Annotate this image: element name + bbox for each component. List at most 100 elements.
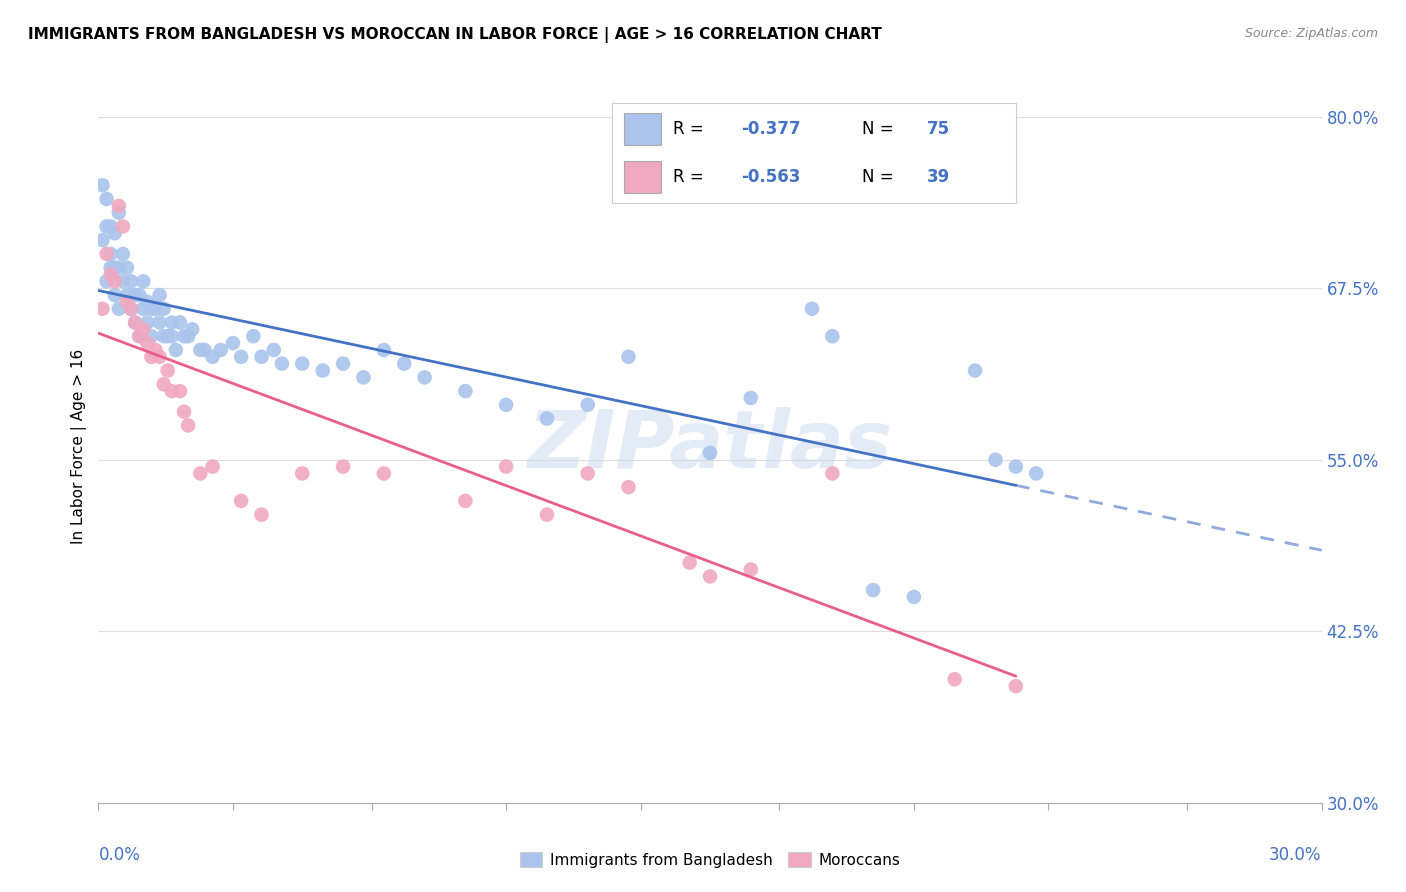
Point <box>120 274 142 288</box>
Point <box>136 294 159 309</box>
Point <box>108 260 131 275</box>
Point <box>141 301 163 316</box>
Point <box>104 227 127 241</box>
Point <box>312 363 335 377</box>
Point <box>291 467 314 481</box>
Point <box>124 316 146 330</box>
Point <box>108 301 131 316</box>
Point <box>111 219 134 234</box>
Point <box>91 178 114 193</box>
Point <box>740 562 762 576</box>
Point <box>96 219 118 234</box>
Point <box>124 288 146 302</box>
Point <box>165 343 187 357</box>
Point <box>270 357 294 371</box>
Point <box>120 301 142 316</box>
Text: ZIPatlas: ZIPatlas <box>527 407 893 485</box>
Point <box>115 288 138 302</box>
Point <box>104 288 127 302</box>
Point <box>821 329 844 343</box>
Point <box>149 350 172 364</box>
Point <box>132 322 155 336</box>
Point <box>100 247 122 261</box>
Point <box>160 329 183 343</box>
Point <box>222 336 245 351</box>
Point <box>149 288 172 302</box>
Point <box>136 336 159 351</box>
Point <box>91 301 114 316</box>
Point <box>132 301 155 316</box>
Point <box>188 467 212 481</box>
Point <box>181 322 204 336</box>
Point <box>188 343 212 357</box>
Text: IMMIGRANTS FROM BANGLADESH VS MOROCCAN IN LABOR FORCE | AGE > 16 CORRELATION CHA: IMMIGRANTS FROM BANGLADESH VS MOROCCAN I… <box>28 27 882 43</box>
Point <box>454 384 477 398</box>
Text: Source: ZipAtlas.com: Source: ZipAtlas.com <box>1244 27 1378 40</box>
Point <box>152 329 174 343</box>
Point <box>291 357 314 371</box>
Point <box>193 343 215 357</box>
Point <box>128 288 150 302</box>
Point <box>250 350 273 364</box>
Point <box>104 274 127 288</box>
Point <box>177 418 200 433</box>
Point <box>454 494 477 508</box>
Point <box>160 316 183 330</box>
Point <box>160 384 183 398</box>
Point <box>108 199 131 213</box>
Point <box>100 268 122 282</box>
Point <box>169 384 191 398</box>
Point <box>250 508 273 522</box>
Point <box>373 343 395 357</box>
Point <box>145 343 167 357</box>
Point <box>373 467 395 481</box>
Text: 30.0%: 30.0% <box>1270 846 1322 863</box>
Point <box>173 405 195 419</box>
Point <box>201 459 224 474</box>
Point <box>104 260 127 275</box>
Point <box>617 350 640 364</box>
Point <box>231 350 253 364</box>
Point <box>576 398 599 412</box>
Point <box>679 556 702 570</box>
Point <box>111 274 134 288</box>
Point <box>536 508 558 522</box>
Point <box>201 350 224 364</box>
Point <box>156 363 179 377</box>
Point <box>136 316 159 330</box>
Y-axis label: In Labor Force | Age > 16: In Labor Force | Age > 16 <box>72 349 87 543</box>
Point <box>984 452 1007 467</box>
Point <box>231 494 253 508</box>
Point <box>699 446 721 460</box>
Point <box>108 205 131 219</box>
Point <box>141 350 163 364</box>
Point <box>152 377 174 392</box>
Point <box>801 301 824 316</box>
Point <box>156 329 179 343</box>
Point <box>173 329 195 343</box>
Point <box>576 467 599 481</box>
Point <box>1025 467 1047 481</box>
Point <box>943 673 966 687</box>
Point <box>96 247 118 261</box>
Point <box>152 301 174 316</box>
Point <box>132 274 155 288</box>
Point <box>177 329 200 343</box>
Point <box>1004 459 1026 474</box>
Point <box>145 301 167 316</box>
Point <box>242 329 264 343</box>
Point <box>115 294 138 309</box>
Point <box>903 590 925 604</box>
Point <box>332 459 354 474</box>
Point <box>263 343 285 357</box>
Point <box>124 316 146 330</box>
Point <box>111 247 134 261</box>
Point <box>128 329 150 343</box>
Point <box>1004 679 1026 693</box>
Point <box>392 357 416 371</box>
Point <box>352 370 374 384</box>
Point <box>413 370 436 384</box>
Point <box>965 363 987 377</box>
Point <box>332 357 354 371</box>
Point <box>617 480 640 494</box>
